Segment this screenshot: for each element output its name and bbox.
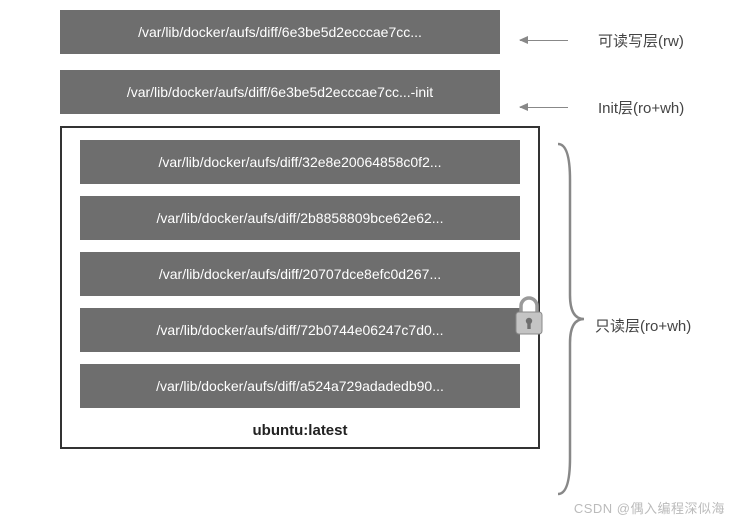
ro-annotation: 只读层(ro+wh) xyxy=(595,315,691,336)
init-layer-path: /var/lib/docker/aufs/diff/6e3be5d2ecccae… xyxy=(127,84,433,100)
init-annotation: Init层(ro+wh) xyxy=(520,97,684,118)
arrow-icon xyxy=(520,107,568,108)
ro-layer-path: /var/lib/docker/aufs/diff/a524a729adaded… xyxy=(156,378,444,394)
rw-label: 可读写层(rw) xyxy=(598,30,684,51)
arrow-icon xyxy=(520,40,568,41)
lock-icon xyxy=(513,296,545,338)
init-label: Init层(ro+wh) xyxy=(598,97,684,118)
watermark-text: CSDN @偶入编程深似海 xyxy=(574,498,725,517)
ro-layer-bar-0: /var/lib/docker/aufs/diff/32e8e20064858c… xyxy=(80,140,520,184)
ro-layer-bar-3: /var/lib/docker/aufs/diff/72b0744e06247c… xyxy=(80,308,520,352)
ro-layer-path: /var/lib/docker/aufs/diff/2b8858809bce62… xyxy=(157,210,444,226)
ro-layer-path: /var/lib/docker/aufs/diff/32e8e20064858c… xyxy=(158,154,441,170)
rw-layer-bar: /var/lib/docker/aufs/diff/6e3be5d2ecccae… xyxy=(60,10,500,54)
brace-icon xyxy=(550,140,590,498)
rw-layer-path: /var/lib/docker/aufs/diff/6e3be5d2ecccae… xyxy=(138,24,422,40)
brace-svg xyxy=(550,140,590,498)
ro-layer-path: /var/lib/docker/aufs/diff/20707dce8efc0d… xyxy=(159,266,441,282)
ro-layer-bar-1: /var/lib/docker/aufs/diff/2b8858809bce62… xyxy=(80,196,520,240)
ro-label: 只读层(ro+wh) xyxy=(595,315,691,336)
docker-layers-diagram: /var/lib/docker/aufs/diff/6e3be5d2ecccae… xyxy=(0,10,743,449)
ro-layer-bar-2: /var/lib/docker/aufs/diff/20707dce8efc0d… xyxy=(80,252,520,296)
rw-annotation: 可读写层(rw) xyxy=(520,30,684,51)
image-caption: ubuntu:latest xyxy=(253,422,348,439)
ro-layer-bar-4: /var/lib/docker/aufs/diff/a524a729adaded… xyxy=(80,364,520,408)
ro-layer-path: /var/lib/docker/aufs/diff/72b0744e06247c… xyxy=(157,322,444,338)
readonly-layers-container: /var/lib/docker/aufs/diff/32e8e20064858c… xyxy=(60,126,540,449)
init-layer-bar: /var/lib/docker/aufs/diff/6e3be5d2ecccae… xyxy=(60,70,500,114)
